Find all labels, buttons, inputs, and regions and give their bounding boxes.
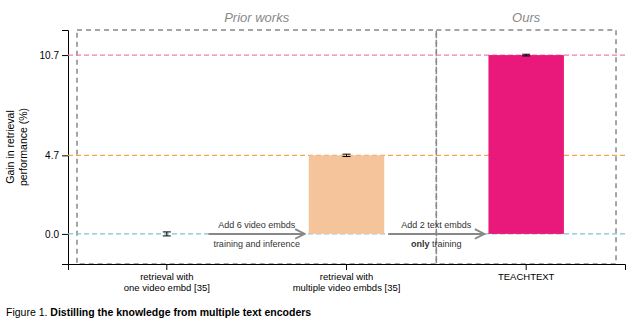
- annotation-part: training and inference: [213, 239, 300, 249]
- error-bar-cap: [343, 156, 351, 157]
- x-tick-label: retrieval withone video embd [35]: [124, 271, 210, 293]
- x-tick-label: retrieval withmultiple video embds [35]: [293, 271, 401, 293]
- error-bar: [163, 232, 171, 236]
- chart: Prior works Ours 0.0 4.7 10.7 retrieval witho…: [0, 0, 640, 322]
- y-tick-mark: [62, 155, 68, 156]
- group-label: Prior works: [224, 10, 290, 25]
- x-tick-mark: [166, 264, 167, 270]
- bar: [309, 155, 384, 234]
- y-tick: 0.0: [45, 229, 68, 240]
- group-box: [77, 30, 436, 264]
- annotation-part: only: [411, 239, 430, 249]
- plot: Prior works Ours 0.0 4.7 10.7 retrieval witho…: [4, 10, 626, 293]
- error-bar-cap: [522, 54, 530, 55]
- error-bar-line: [166, 232, 167, 236]
- y-axis-title: Gain in retrievalperformance (%): [4, 108, 29, 186]
- caption: Figure 1. Distilling the knowledge from …: [6, 306, 311, 318]
- caption-part: Figure 1.: [6, 306, 50, 318]
- marks: [68, 54, 625, 236]
- y-tick: 10.7: [40, 50, 68, 61]
- x-tick: retrieval withone video embd [35]: [124, 264, 210, 293]
- x-axis-line: [69, 265, 626, 271]
- annotation: Add 2 text embds: [401, 220, 472, 230]
- x-axis: retrieval withone video embd [35] retriev…: [69, 264, 626, 293]
- error-bar-cap: [163, 231, 171, 232]
- x-tick-mark: [526, 264, 527, 270]
- y-tick-label: 0.0: [45, 229, 59, 240]
- x-tick-mark: [346, 264, 347, 270]
- annotation-part: Add 6 video embds: [218, 220, 296, 230]
- y-tick-label: 4.7: [45, 150, 59, 161]
- y-tick-mark: [62, 234, 68, 235]
- annotation-part: Add 2 text embds: [401, 220, 472, 230]
- caption-part: Distilling the knowledge from multiple t…: [50, 306, 311, 318]
- bar: [488, 55, 563, 234]
- y-tick-label: 10.7: [40, 50, 60, 61]
- error-bar-cap: [163, 235, 171, 236]
- x-tick: retrieval withmultiple video embds [35]: [293, 264, 401, 293]
- error-bar: [343, 154, 351, 156]
- arrow: [388, 233, 484, 235]
- arrow: [209, 233, 305, 235]
- group-label: Ours: [512, 10, 541, 25]
- y-axis: 0.0 4.7 10.7: [40, 31, 69, 265]
- y-tick-mark: [62, 55, 68, 56]
- error-bar-cap: [343, 154, 351, 155]
- x-tick-label: TEACHTEXT: [498, 271, 555, 282]
- x-tick: TEACHTEXT: [498, 264, 555, 282]
- error-bar-cap: [522, 55, 530, 56]
- annotation-part: training: [430, 239, 462, 249]
- error-bar: [522, 54, 530, 56]
- y-axis-line: [62, 31, 69, 265]
- y-tick: 4.7: [45, 150, 68, 161]
- annotation: Add 6 video embds: [218, 220, 296, 230]
- annotation: training and inference: [213, 239, 300, 249]
- annotation: only training: [411, 239, 462, 249]
